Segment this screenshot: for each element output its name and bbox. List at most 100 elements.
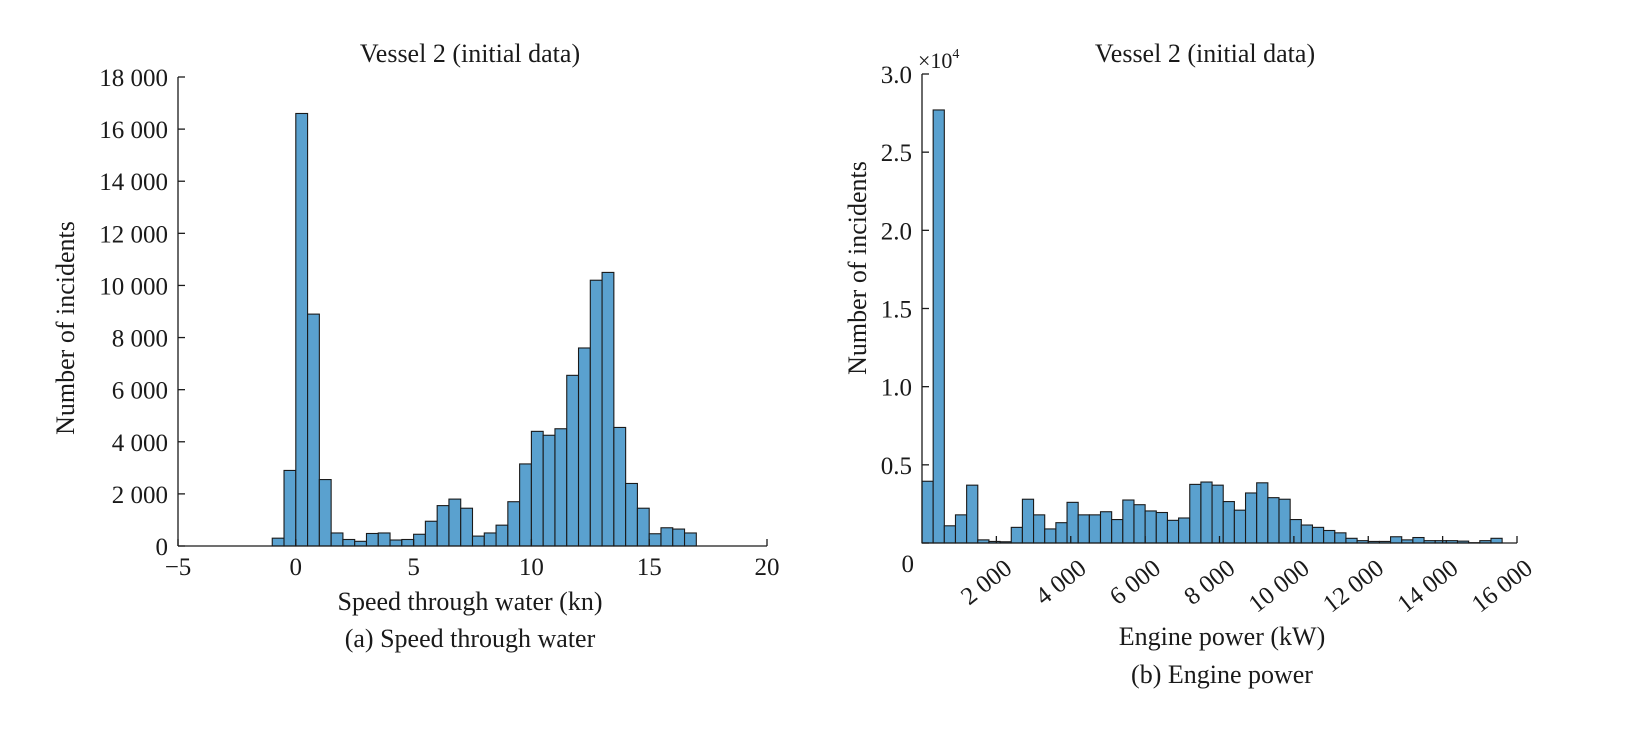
chart-b-xtick-label-5: 12 000: [1318, 555, 1389, 619]
chart-a-ytick-label-0: 0: [156, 534, 169, 561]
chart-b-bar-25: [1200, 481, 1213, 544]
chart-a-bar-5: [330, 532, 344, 547]
chart-a-ytick-label-6: 12 000: [99, 221, 168, 248]
chart-a-bar-11: [401, 538, 415, 547]
chart-b-bar-28: [1233, 509, 1247, 544]
chart-a-ytick-label-9: 18 000: [99, 65, 168, 92]
chart-b-bar-20: [1144, 510, 1157, 544]
chart-a-ytick-label-7: 14 000: [99, 169, 168, 196]
chart-a-bar-18: [483, 532, 497, 547]
chart-b-bar-29: [1244, 492, 1258, 544]
chart-a-bar-34: [672, 528, 686, 547]
chart-b-bar-44: [1412, 536, 1425, 544]
chart-speed-through-water: Vessel 2 (initial data) 0 2 000 4 000 6 000…: [51, 39, 780, 653]
chart-b-bar-22: [1166, 519, 1180, 544]
chart-b-bar-21: [1155, 511, 1168, 544]
chart-b-exponent-base: ×10: [918, 48, 952, 73]
chart-a-ytick-label-4: 8 000: [112, 326, 168, 353]
chart-a-bar-10: [389, 539, 403, 547]
chart-b-ytick-label-6: 3.0: [881, 62, 912, 89]
chart-a-xtick-label-1: 0: [290, 554, 303, 581]
chart-a-bar-27: [589, 279, 603, 547]
chart-b-exponent-power: 4: [952, 47, 959, 62]
chart-a-bar-22: [530, 430, 544, 547]
chart-a-bar-31: [636, 507, 650, 547]
chart-b-bar-23: [1178, 517, 1191, 544]
chart-b-bar-36: [1323, 529, 1336, 544]
chart-b-bar-10: [1033, 514, 1046, 544]
chart-b-bar-27: [1222, 501, 1235, 544]
chart-a-bar-17: [471, 535, 485, 547]
chart-b-bar-51: [1490, 537, 1503, 544]
chart-a-bar-24: [554, 428, 568, 547]
chart-a-xtick-label-0: −5: [165, 554, 192, 581]
chart-a-bar-14: [436, 505, 450, 547]
chart-a-bar-16: [460, 507, 474, 547]
chart-b-bar-33: [1289, 518, 1302, 544]
chart-a-ytick-label-2: 4 000: [112, 430, 168, 457]
chart-b-exponent: ×104: [918, 47, 959, 73]
chart-a-bar-28: [601, 271, 615, 547]
chart-b-bar-31: [1267, 497, 1280, 544]
chart-a-bar-23: [542, 434, 556, 547]
chart-b-xtick-label-7: 16 000: [1467, 555, 1538, 619]
chart-b-xtick-label-6: 14 000: [1393, 555, 1464, 619]
chart-b-bar-26: [1211, 484, 1224, 544]
chart-a-ytick-label-8: 16 000: [99, 117, 168, 144]
chart-a-bar-35: [683, 532, 697, 547]
chart-a-bar-0: [271, 537, 285, 547]
chart-b-bar-15: [1088, 514, 1102, 544]
chart-b-bar-0: [921, 480, 934, 544]
chart-a-bar-1: [283, 469, 297, 547]
chart-a-bars: [271, 112, 697, 547]
chart-b-bars: [921, 109, 1503, 544]
chart-a-bar-12: [413, 533, 426, 547]
chart-b-bar-37: [1334, 532, 1347, 544]
chart-a-bar-25: [566, 374, 580, 547]
chart-a-axes: 0 2 000 4 000 6 000 8 000 10 000 12 000 14 000 1…: [99, 65, 779, 581]
chart-b-xlabel: Engine power (kW): [1119, 622, 1325, 651]
chart-b-bar-17: [1111, 518, 1124, 544]
chart-b-xtick-label-4: 10 000: [1244, 555, 1315, 619]
chart-a-bar-15: [448, 498, 462, 547]
chart-a-bar-30: [625, 482, 638, 547]
chart-a-bar-9: [377, 532, 391, 547]
chart-a-bar-6: [342, 538, 356, 547]
chart-b-bar-11: [1044, 528, 1057, 544]
chart-b-ytick-label-4: 2.0: [881, 218, 912, 245]
chart-a-xlabel: Speed through water (kn): [338, 587, 603, 616]
chart-b-bar-30: [1256, 482, 1269, 544]
chart-a-xtick-label-2: 5: [407, 554, 420, 581]
chart-engine-power: Vessel 2 (initial data) ×104 0 0.5 1.0 1.5 2…: [843, 39, 1538, 689]
chart-a-ytick-label-5: 10 000: [99, 273, 168, 300]
chart-b-bar-16: [1099, 511, 1113, 544]
chart-b-bar-32: [1278, 498, 1291, 544]
chart-a-xtick-label-4: 15: [637, 554, 662, 581]
chart-a-bar-33: [660, 527, 674, 547]
chart-b-bar-1: [932, 109, 945, 544]
chart-b-xtick-label-2: 6 000: [1105, 555, 1166, 611]
chart-b-ytick-label-5: 2.5: [881, 140, 912, 167]
chart-b-bar-14: [1077, 514, 1090, 544]
chart-b-bar-19: [1133, 504, 1146, 544]
chart-a-bar-19: [495, 524, 509, 547]
chart-b-title: Vessel 2 (initial data): [1095, 39, 1315, 68]
chart-a-ytick-label-3: 6 000: [112, 378, 168, 405]
chart-a-bar-8: [365, 532, 379, 547]
chart-b-bar-18: [1122, 499, 1135, 544]
chart-b-bar-24: [1189, 483, 1202, 544]
chart-a-bar-7: [354, 540, 368, 547]
chart-a-title: Vessel 2 (initial data): [360, 39, 580, 68]
chart-b-ytick-label-2: 1.0: [881, 375, 912, 402]
chart-a-bar-2: [295, 112, 309, 547]
chart-a-xtick-label-5: 20: [755, 554, 780, 581]
chart-a-ytick-label-1: 2 000: [112, 482, 168, 509]
chart-b-xtick-label-1: 4 000: [1031, 555, 1092, 611]
chart-b-bar-12: [1055, 522, 1068, 544]
chart-b-ytick-label-1: 0.5: [881, 453, 912, 480]
chart-b-bar-42: [1390, 536, 1403, 544]
chart-a-bar-3: [307, 313, 320, 547]
chart-a-bar-26: [577, 347, 591, 547]
chart-b-xtick-label-3: 8 000: [1179, 555, 1240, 611]
